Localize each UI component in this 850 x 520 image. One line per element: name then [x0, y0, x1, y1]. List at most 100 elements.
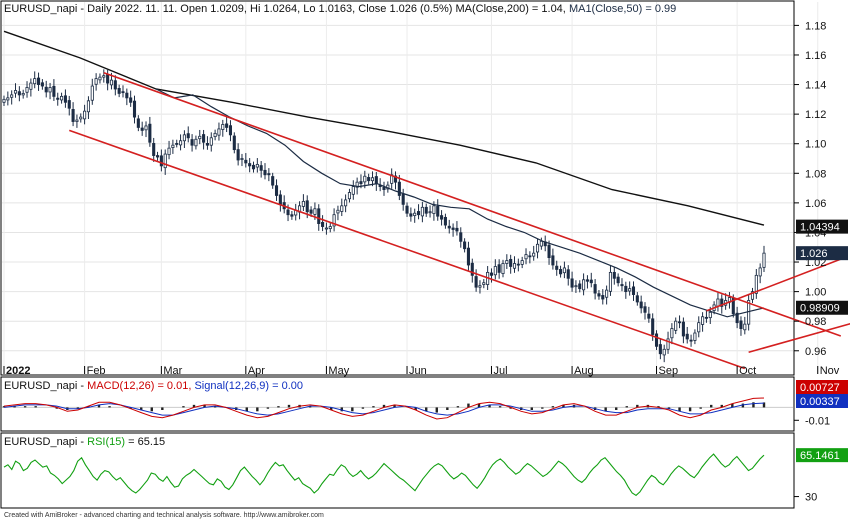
price-y-tick-label: 1.16	[805, 50, 826, 62]
price-title-info: - Daily 2022. 11. 11. Open 1.0209, Hi 1.…	[77, 3, 455, 15]
rsi-panel-frame	[0, 432, 795, 509]
candle-body	[98, 76, 102, 81]
candle-body	[113, 80, 117, 90]
candle-body	[658, 344, 662, 355]
candle-body	[532, 252, 536, 257]
candle	[566, 265, 570, 286]
value-badge-text: 1.04394	[800, 222, 840, 234]
candle-body	[75, 119, 79, 122]
candle-body	[106, 74, 110, 84]
candle	[674, 317, 678, 335]
candle-body	[758, 267, 762, 277]
candle	[628, 281, 632, 296]
candle	[520, 256, 524, 269]
value-badge-bg	[796, 300, 848, 315]
candle	[470, 258, 474, 283]
candle	[228, 120, 233, 142]
x-axis-label: Nov	[820, 365, 840, 377]
candle-body	[570, 278, 574, 288]
candle	[743, 316, 747, 335]
candle	[56, 92, 60, 106]
candle-body	[635, 295, 639, 303]
candle	[248, 158, 252, 173]
macd-line	[3, 397, 765, 420]
candle	[528, 251, 532, 264]
candle-body	[155, 155, 160, 158]
candle-body	[2, 98, 6, 103]
candle	[593, 279, 597, 300]
ma200-line	[3, 30, 765, 226]
candle	[155, 151, 160, 161]
candle	[60, 92, 64, 104]
candle	[52, 79, 56, 101]
candle	[159, 149, 163, 172]
candle	[620, 278, 624, 292]
price-candles	[2, 69, 766, 363]
candle-body	[497, 264, 501, 273]
candle	[340, 198, 344, 217]
candle-body	[202, 134, 206, 143]
trendline-channel-upper	[103, 71, 842, 337]
candle	[144, 121, 148, 138]
candle	[382, 181, 386, 196]
candle-body	[624, 285, 628, 293]
candle	[390, 168, 394, 189]
candle	[294, 203, 298, 221]
candle	[271, 172, 275, 189]
candle-body	[440, 215, 444, 220]
candle-body	[94, 78, 98, 85]
macd-plot	[2, 397, 793, 420]
candle	[750, 287, 755, 304]
candle	[493, 259, 497, 280]
candle-body	[447, 225, 451, 229]
candle-body	[313, 208, 317, 215]
value-badge-text: 0.00727	[800, 382, 840, 394]
candle-body	[351, 186, 355, 195]
value-badge: 1.026	[796, 246, 848, 261]
candle-body	[324, 227, 328, 230]
ma50-label: MA1(Close,50) = 0.99	[569, 3, 676, 15]
x-axis-label: Sep	[659, 365, 679, 377]
candle	[198, 129, 202, 145]
candle-body	[344, 199, 348, 207]
candle	[171, 139, 175, 154]
candle	[701, 312, 705, 332]
price-x-axis: 2022 Feb Mar Apr May Jun Jul Aug Sep Oct Nov	[3, 365, 840, 377]
candle	[221, 119, 225, 137]
candle	[681, 317, 685, 344]
macd-y-axis: -0.01	[794, 415, 830, 427]
candle	[336, 205, 340, 221]
price-y-tick-label: 1.12	[805, 109, 826, 121]
candle	[654, 330, 659, 351]
candle-body	[182, 134, 186, 142]
candle-body	[704, 316, 708, 319]
candle	[194, 135, 198, 150]
candle	[125, 88, 129, 106]
candle-body	[382, 186, 386, 190]
candle-body	[251, 164, 256, 170]
candle	[263, 163, 267, 180]
candle	[374, 171, 378, 191]
candle-body	[221, 124, 225, 130]
candle	[17, 86, 21, 102]
candle-body	[367, 177, 371, 182]
candle	[278, 190, 282, 212]
candle-body	[109, 79, 114, 86]
candle-body	[140, 127, 144, 131]
candle-body	[616, 276, 620, 284]
candle	[40, 79, 44, 90]
candle	[482, 279, 486, 289]
candle-body	[29, 82, 33, 90]
signal-label: Signal(12,26,9) = 0.00	[194, 380, 303, 392]
candle-body	[205, 143, 209, 146]
candle-body	[236, 149, 240, 161]
candle-body	[213, 132, 217, 138]
candle-body	[347, 192, 352, 200]
candle-body	[420, 206, 424, 217]
candle	[301, 194, 305, 212]
candle	[10, 90, 14, 105]
candle-body	[328, 226, 332, 230]
candle	[670, 323, 674, 345]
candle	[497, 259, 501, 279]
rsi-badges: 65.1461	[796, 448, 848, 463]
